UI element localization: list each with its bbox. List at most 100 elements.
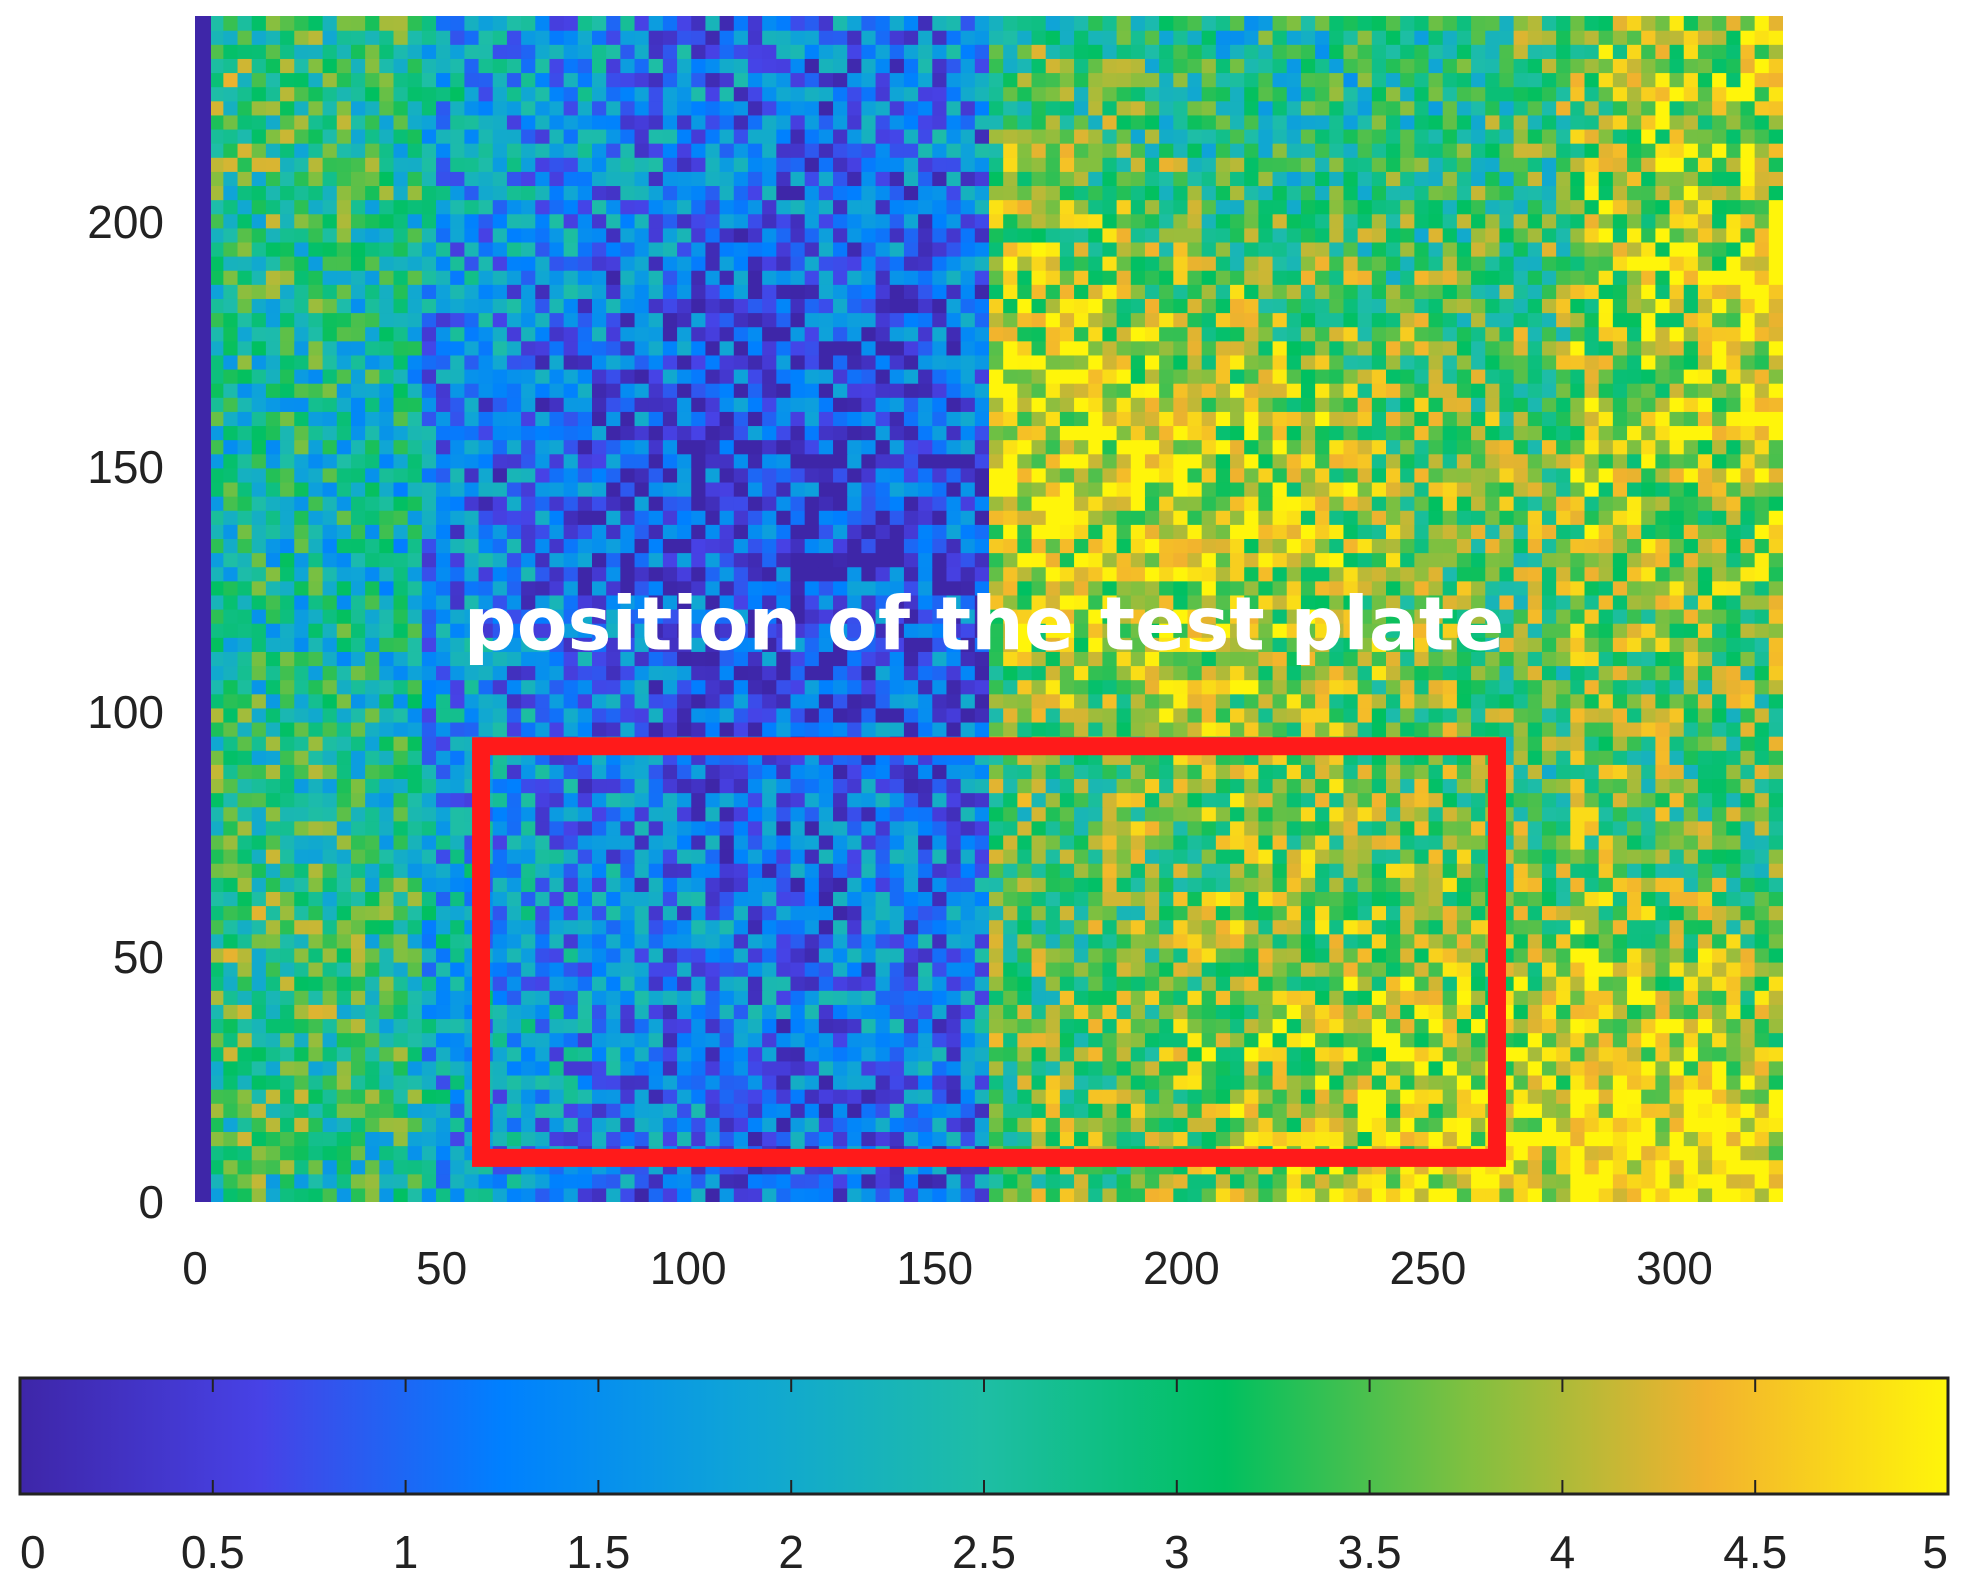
heatmap-cell bbox=[1527, 721, 1543, 737]
heatmap-cell bbox=[804, 764, 820, 780]
heatmap-cell bbox=[1414, 1173, 1430, 1189]
heatmap-cell bbox=[563, 707, 579, 723]
heatmap-cell bbox=[1074, 580, 1089, 596]
heatmap-cell bbox=[1286, 679, 1302, 695]
heatmap-cell bbox=[1697, 1117, 1713, 1133]
heatmap-cell bbox=[294, 580, 310, 596]
heatmap-cell bbox=[308, 764, 324, 780]
heatmap-cell bbox=[1541, 750, 1557, 765]
heatmap-cell bbox=[1074, 594, 1089, 610]
heatmap-cell bbox=[577, 820, 593, 836]
heatmap-cell bbox=[393, 721, 409, 737]
heatmap-cell bbox=[1471, 905, 1486, 921]
heatmap-cell bbox=[1059, 651, 1075, 667]
heatmap-cell bbox=[1173, 580, 1189, 596]
heatmap-cell bbox=[1187, 947, 1203, 963]
heatmap-cell bbox=[1102, 990, 1118, 1005]
heatmap-cell bbox=[1300, 1187, 1316, 1202]
heatmap-cell bbox=[209, 721, 224, 737]
heatmap-cell bbox=[1697, 1060, 1713, 1076]
heatmap-cell bbox=[237, 905, 253, 921]
heatmap-cell bbox=[1201, 1187, 1217, 1202]
heatmap-cell bbox=[1541, 863, 1557, 878]
heatmap-cell bbox=[1400, 806, 1415, 822]
heatmap-cell bbox=[918, 693, 933, 709]
heatmap-cell bbox=[492, 849, 508, 864]
heatmap-cell bbox=[634, 877, 650, 892]
heatmap-cell bbox=[932, 933, 948, 949]
heatmap-cell bbox=[662, 976, 678, 991]
heatmap-cell bbox=[436, 736, 451, 751]
heatmap-cell bbox=[209, 806, 224, 822]
heatmap-cell bbox=[1173, 707, 1189, 723]
heatmap-cell bbox=[1031, 1089, 1047, 1104]
heatmap-cell bbox=[492, 764, 508, 780]
heatmap-cell bbox=[1088, 905, 1104, 921]
heatmap-cell bbox=[889, 764, 905, 780]
heatmap-cell bbox=[379, 990, 395, 1005]
heatmap-cell bbox=[223, 721, 239, 737]
heatmap-cell bbox=[1655, 905, 1671, 921]
heatmap-cell bbox=[1357, 637, 1373, 652]
heatmap-cell bbox=[1031, 764, 1047, 780]
heatmap-cell bbox=[747, 947, 763, 963]
heatmap-cell bbox=[421, 820, 437, 836]
heatmap-cell bbox=[1017, 1032, 1033, 1048]
heatmap-cell bbox=[563, 1004, 579, 1020]
heatmap-cell bbox=[1598, 1046, 1614, 1062]
heatmap-cell bbox=[563, 609, 579, 624]
heatmap-cell bbox=[889, 877, 905, 892]
heatmap-cell bbox=[1669, 1074, 1685, 1090]
heatmap-cell bbox=[223, 637, 239, 652]
heatmap-cell bbox=[960, 849, 976, 864]
heatmap-cell bbox=[251, 679, 267, 695]
heatmap-cell bbox=[535, 679, 551, 695]
heatmap-cell bbox=[223, 947, 239, 963]
heatmap-cell bbox=[1088, 820, 1104, 836]
heatmap-cell bbox=[365, 792, 380, 808]
heatmap-cell bbox=[790, 1032, 806, 1048]
heatmap-cell bbox=[1414, 679, 1430, 695]
heatmap-cell bbox=[1697, 736, 1713, 751]
heatmap-cell bbox=[1641, 623, 1656, 638]
heatmap-cell bbox=[209, 1131, 224, 1147]
heatmap-cell bbox=[1740, 834, 1756, 850]
heatmap-cell bbox=[1513, 580, 1529, 596]
heatmap-cell bbox=[1527, 693, 1543, 709]
heatmap-cell bbox=[450, 736, 465, 751]
heatmap-cell bbox=[719, 721, 735, 737]
heatmap-cell bbox=[1768, 651, 1783, 667]
heatmap-cell bbox=[804, 891, 820, 907]
heatmap-cell bbox=[1286, 919, 1302, 935]
heatmap-cell bbox=[705, 806, 721, 822]
heatmap-cell bbox=[294, 961, 310, 977]
heatmap-cell bbox=[1556, 1018, 1571, 1034]
heatmap-cell bbox=[1031, 651, 1047, 667]
heatmap-cell bbox=[421, 651, 437, 667]
heatmap-cell bbox=[1329, 1187, 1345, 1202]
heatmap-cell bbox=[804, 693, 820, 709]
heatmap-cell bbox=[265, 1159, 281, 1175]
heatmap-cell bbox=[577, 1018, 593, 1034]
heatmap-cell bbox=[1584, 947, 1600, 963]
heatmap-cell bbox=[336, 820, 352, 836]
heatmap-cell bbox=[918, 1089, 933, 1104]
heatmap-cell bbox=[1740, 736, 1756, 751]
heatmap-cell bbox=[1130, 651, 1146, 667]
heatmap-cell bbox=[804, 1004, 820, 1020]
heatmap-cell bbox=[677, 961, 692, 977]
heatmap-cell bbox=[1627, 679, 1642, 695]
heatmap-cell bbox=[1697, 961, 1713, 977]
heatmap-cell bbox=[875, 863, 891, 878]
heatmap-cell bbox=[1641, 961, 1656, 977]
heatmap-cell bbox=[620, 1131, 636, 1147]
heatmap-cell bbox=[648, 1089, 664, 1104]
heatmap-cell bbox=[1173, 1018, 1189, 1034]
heatmap-cell bbox=[1116, 1060, 1132, 1076]
heatmap-cell bbox=[1371, 764, 1387, 780]
heatmap-cell bbox=[436, 1159, 451, 1175]
heatmap-cell bbox=[1400, 1018, 1415, 1034]
heatmap-cell bbox=[1116, 863, 1132, 878]
heatmap-cell bbox=[790, 1060, 806, 1076]
heatmap-cell bbox=[1556, 933, 1571, 949]
